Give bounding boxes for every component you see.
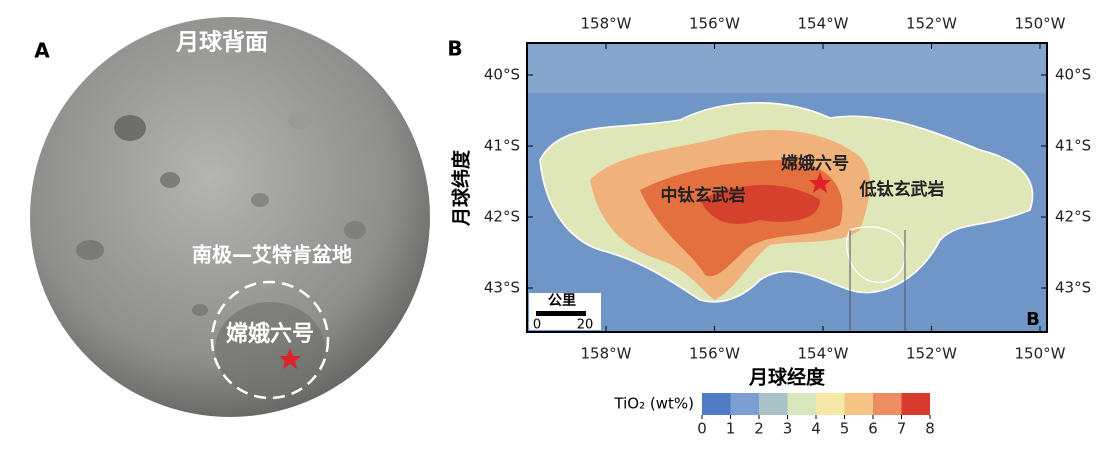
site-label: 嫦娥六号	[226, 321, 314, 347]
colorbar-label: TiO₂ (wt%)	[613, 395, 694, 413]
lon-tick-label: 154°W	[798, 345, 849, 363]
moon	[30, 17, 430, 417]
scale-unit: 公里	[548, 293, 576, 309]
lat-tick-label: 42°S	[1055, 208, 1091, 226]
lon-tick-label: 156°W	[689, 15, 740, 33]
lon-tick-label: 152°W	[906, 15, 957, 33]
colorbar-tick-label: 8	[925, 420, 935, 438]
mid-ti-label: 中钛玄武岩	[661, 185, 746, 206]
site-star	[279, 348, 301, 369]
x-axis-label: 月球经度	[748, 366, 826, 389]
basin-outline	[210, 280, 330, 400]
region-label: 南极—艾特肯盆地	[192, 243, 352, 267]
colorbar-tick-label: 1	[726, 420, 736, 438]
colorbar-tick-label: 4	[811, 420, 821, 438]
colorbar-segment	[873, 393, 902, 415]
colorbar-segment	[901, 393, 930, 415]
corner-label: B	[1026, 309, 1040, 330]
lat-tick-label: 40°S	[484, 66, 520, 84]
lat-tick-label: 43°S	[1055, 279, 1091, 297]
lon-tick-label: 158°W	[581, 15, 632, 33]
lat-tick-label: 43°S	[484, 279, 520, 297]
y-axis-label: 月球纬度	[450, 149, 473, 227]
colorbar-segment	[702, 393, 731, 415]
colorbar-tick-label: 6	[868, 420, 878, 438]
colorbar-tick-label: 2	[754, 420, 764, 438]
site-label: 嫦娥六号	[781, 153, 849, 174]
lat-tick-label: 41°S	[1055, 137, 1091, 155]
tio2-map	[527, 43, 1047, 332]
lon-tick-label: 158°W	[581, 345, 632, 363]
colorbar-tick-label: 3	[783, 420, 793, 438]
panel-label: B	[447, 37, 462, 61]
scale-bar: 公里 0 20	[529, 293, 601, 333]
colorbar-segment	[759, 393, 788, 415]
colorbar-segment	[730, 393, 759, 415]
colorbar-segment	[816, 393, 845, 415]
lat-tick-label: 40°S	[1055, 66, 1091, 84]
colorbar-tick-label: 7	[897, 420, 907, 438]
panel-title: 月球背面	[175, 30, 268, 56]
low-ti-label: 低钛玄武岩	[859, 179, 945, 200]
scale-end: 20	[577, 318, 594, 333]
lon-tick-label: 154°W	[798, 15, 849, 33]
colorbar-segment	[844, 393, 873, 415]
colorbar-segment	[787, 393, 816, 415]
lon-tick-label: 152°W	[906, 345, 957, 363]
colorbar-tick-label: 5	[840, 420, 850, 438]
scale-start: 0	[533, 318, 541, 333]
colorbar-tick-label: 0	[697, 420, 707, 438]
lat-tick-label: 42°S	[484, 208, 520, 226]
lon-tick-label: 150°W	[1015, 15, 1066, 33]
site-star	[809, 172, 831, 193]
lon-tick-label: 156°W	[689, 345, 740, 363]
lon-tick-label: 150°W	[1015, 345, 1066, 363]
lat-tick-label: 41°S	[484, 137, 520, 155]
map-frame	[526, 42, 1048, 333]
panel-label: A	[34, 39, 50, 63]
